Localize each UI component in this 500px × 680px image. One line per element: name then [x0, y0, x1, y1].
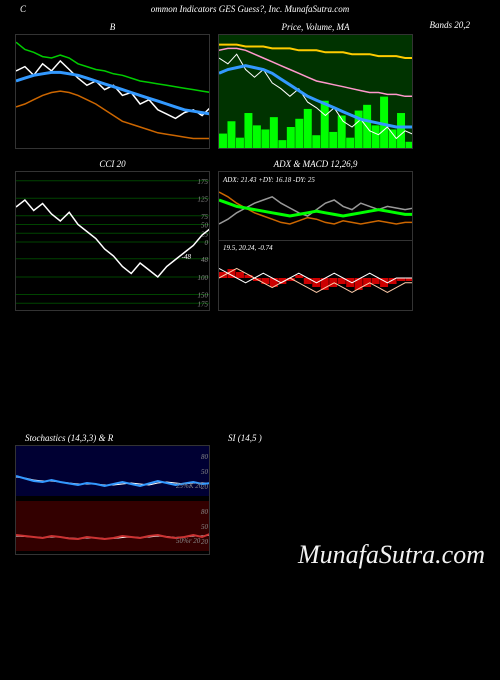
- svg-text:19.5, 20.24, -0.74: 19.5, 20.24, -0.74: [223, 244, 273, 252]
- stochastics-panel: Stochastics (14,3,3) & R 80 50 20 25%K 20 80…: [15, 431, 210, 555]
- adx-macd-title: ADX & MACD 12,26,9: [218, 157, 413, 171]
- stochastics-title: Stochastics (14,3,3) & R: [15, 431, 210, 445]
- bands-label: Bands 20,2: [430, 20, 471, 30]
- svg-text:75: 75: [201, 213, 209, 221]
- svg-text:20: 20: [201, 538, 209, 546]
- svg-text:50: 50: [201, 523, 209, 531]
- svg-text:125: 125: [198, 195, 209, 203]
- price-ma-panel: Price, Volume, MA: [218, 20, 413, 149]
- si-title: SI (14,5 ): [218, 431, 262, 445]
- cci-chart: 175125755025048100150175-48: [15, 171, 210, 311]
- svg-text:50: 50: [201, 468, 209, 476]
- svg-text:0: 0: [205, 239, 209, 247]
- svg-text:80: 80: [201, 508, 209, 516]
- header-c: C: [20, 4, 26, 14]
- svg-text:150: 150: [198, 292, 209, 300]
- adx-macd-panel: ADX & MACD 12,26,9 ADX: 21.43 +DY: 16.18…: [218, 157, 413, 311]
- bollinger-title: B: [15, 20, 210, 34]
- si-panel: SI (14,5 ): [218, 431, 262, 555]
- header-main: ommon Indicators GES Guess?, Inc. Munafa…: [151, 4, 349, 14]
- cci-panel: CCI 20 175125755025048100150175-48: [15, 157, 210, 311]
- price-ma-chart: [218, 34, 413, 149]
- bollinger-chart: [15, 34, 210, 149]
- stochastics-chart: 80502025%K 2080502050%r 20: [15, 445, 210, 555]
- svg-text:25%K 20: 25%K 20: [176, 482, 203, 490]
- svg-text:175: 175: [198, 178, 209, 186]
- svg-text:48: 48: [201, 256, 209, 264]
- svg-text:175: 175: [198, 300, 209, 308]
- svg-text:100: 100: [198, 274, 209, 282]
- bollinger-panel: B: [15, 20, 210, 149]
- svg-text:50%r 20: 50%r 20: [176, 537, 201, 545]
- svg-text:ADX: 21.43 +DY: 16.18 -DY: 25: ADX: 21.43 +DY: 16.18 -DY: 25: [222, 176, 315, 184]
- price-ma-title: Price, Volume, MA: [218, 20, 413, 34]
- svg-text:80: 80: [201, 453, 209, 461]
- svg-text:-48: -48: [182, 253, 192, 261]
- adx-macd-chart: ADX: 21.43 +DY: 16.18 -DY: 25 19.5, 20.24…: [218, 171, 413, 311]
- cci-title: CCI 20: [15, 157, 210, 171]
- svg-text:50: 50: [201, 222, 209, 230]
